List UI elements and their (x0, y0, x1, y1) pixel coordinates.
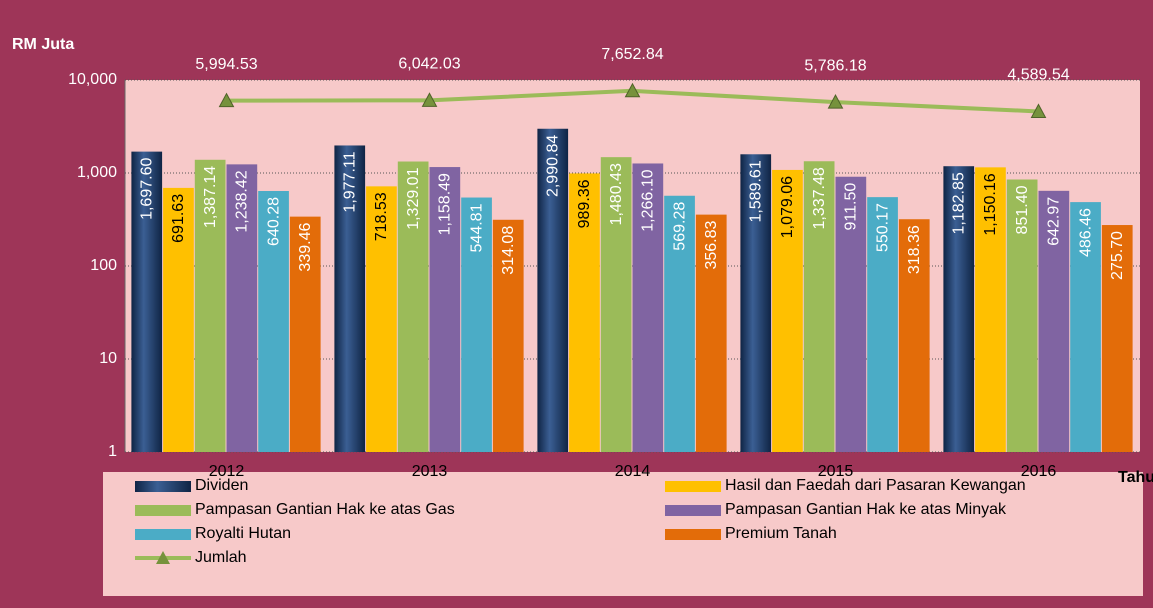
y-axis-label: RM Juta (12, 36, 74, 53)
data-label: 1,589.61 (747, 160, 764, 222)
bar (1070, 202, 1101, 452)
data-label: 1,337.48 (811, 167, 828, 229)
data-label: 318.36 (906, 225, 923, 274)
data-label: 5,994.53 (195, 56, 257, 73)
data-label: 911.50 (843, 183, 860, 231)
legend-swatch (135, 505, 191, 516)
data-label: 275.70 (1109, 231, 1126, 280)
legend-label: Pampasan Gantian Hak ke atas Minyak (725, 501, 1007, 518)
data-label: 6,042.03 (398, 56, 460, 73)
data-label: 1,158.49 (437, 173, 454, 235)
data-label: 989.36 (576, 179, 593, 228)
data-label: 7,652.84 (601, 46, 663, 63)
x-tick-label: 2013 (412, 463, 448, 480)
x-tick-label: 2015 (818, 463, 854, 480)
data-label: 1,182.85 (950, 172, 967, 234)
data-label: 718.53 (373, 192, 390, 241)
bar (289, 216, 321, 452)
line-marker (827, 94, 844, 109)
y-tick-label: 100 (90, 257, 117, 274)
data-label: 1,079.06 (779, 176, 796, 238)
bar (194, 159, 226, 452)
bar (366, 186, 397, 452)
bar (695, 214, 727, 452)
data-label: 1,387.14 (202, 166, 219, 228)
bar (943, 166, 975, 453)
y-tick-label: 10 (99, 350, 117, 367)
data-label: 1,150.16 (982, 173, 999, 235)
legend-label: Royalti Hutan (195, 525, 291, 542)
data-label: 640.28 (265, 197, 282, 246)
legend-label: Dividen (195, 477, 248, 494)
bar (537, 128, 569, 453)
legend-box (103, 472, 1143, 596)
line-marker (421, 92, 438, 107)
x-tick-label: 2014 (615, 463, 651, 480)
bar (226, 164, 258, 452)
bar (835, 176, 867, 453)
data-label: 1,977.11 (341, 151, 358, 212)
line-marker (624, 82, 641, 98)
legend-label: Hasil dan Faedah dari Pasaran Kewangan (725, 477, 1026, 494)
bar (258, 191, 289, 452)
legend-swatch (135, 481, 191, 492)
bar (803, 161, 835, 452)
data-label: 314.08 (500, 226, 517, 275)
data-label: 5,786.18 (804, 57, 866, 74)
line-marker (1030, 103, 1047, 118)
bar (569, 173, 600, 452)
bar (867, 197, 898, 452)
data-label: 544.81 (468, 203, 485, 252)
bar (1006, 179, 1038, 453)
data-label: 1,697.60 (138, 158, 155, 220)
data-label: 339.46 (297, 223, 314, 272)
data-label: 486.46 (1077, 208, 1094, 257)
legend-marker (156, 551, 170, 564)
x-tick-label: 2016 (1021, 463, 1057, 480)
bar (461, 197, 492, 452)
data-label: 642.97 (1046, 197, 1063, 246)
data-label: 691.63 (170, 194, 187, 243)
legend-swatch (135, 529, 191, 540)
data-label: 1,266.10 (640, 169, 657, 231)
data-label: 851.40 (1014, 185, 1031, 234)
bar (397, 161, 429, 452)
bar (772, 169, 803, 452)
legend-swatch (665, 529, 721, 540)
bar (664, 195, 695, 452)
data-label: 1,238.42 (234, 170, 251, 232)
data-label: 2,990.84 (544, 135, 561, 197)
legend-label: Premium Tanah (725, 525, 837, 542)
line-marker (218, 92, 235, 108)
data-label: 569.28 (671, 202, 688, 251)
bar (131, 151, 163, 452)
x-tick-label: 2012 (209, 463, 245, 480)
legend-label: Jumlah (195, 549, 247, 566)
data-label: 356.83 (703, 221, 720, 270)
x-axis-label: Tahun (1118, 469, 1153, 486)
bar (600, 157, 632, 452)
bar (163, 187, 194, 453)
bar (492, 219, 524, 452)
bar (1038, 190, 1070, 452)
bar (740, 154, 772, 452)
y-tick-label: 1 (108, 443, 117, 460)
data-label: 1,329.01 (405, 167, 422, 229)
bar (1101, 225, 1133, 452)
y-tick-label: 1,000 (77, 164, 117, 181)
data-label: 1,480.43 (608, 163, 625, 225)
legend-swatch (665, 505, 721, 516)
y-tick-label: 10,000 (68, 71, 117, 88)
legend-swatch (665, 481, 721, 492)
data-label: 550.17 (874, 203, 891, 252)
legend-label: Pampasan Gantian Hak ke atas Gas (195, 501, 455, 518)
bar (429, 167, 461, 452)
bar (975, 167, 1006, 452)
bar (898, 219, 930, 452)
bar (632, 163, 664, 453)
bar (334, 145, 366, 453)
data-label: 4,589.54 (1007, 67, 1069, 84)
